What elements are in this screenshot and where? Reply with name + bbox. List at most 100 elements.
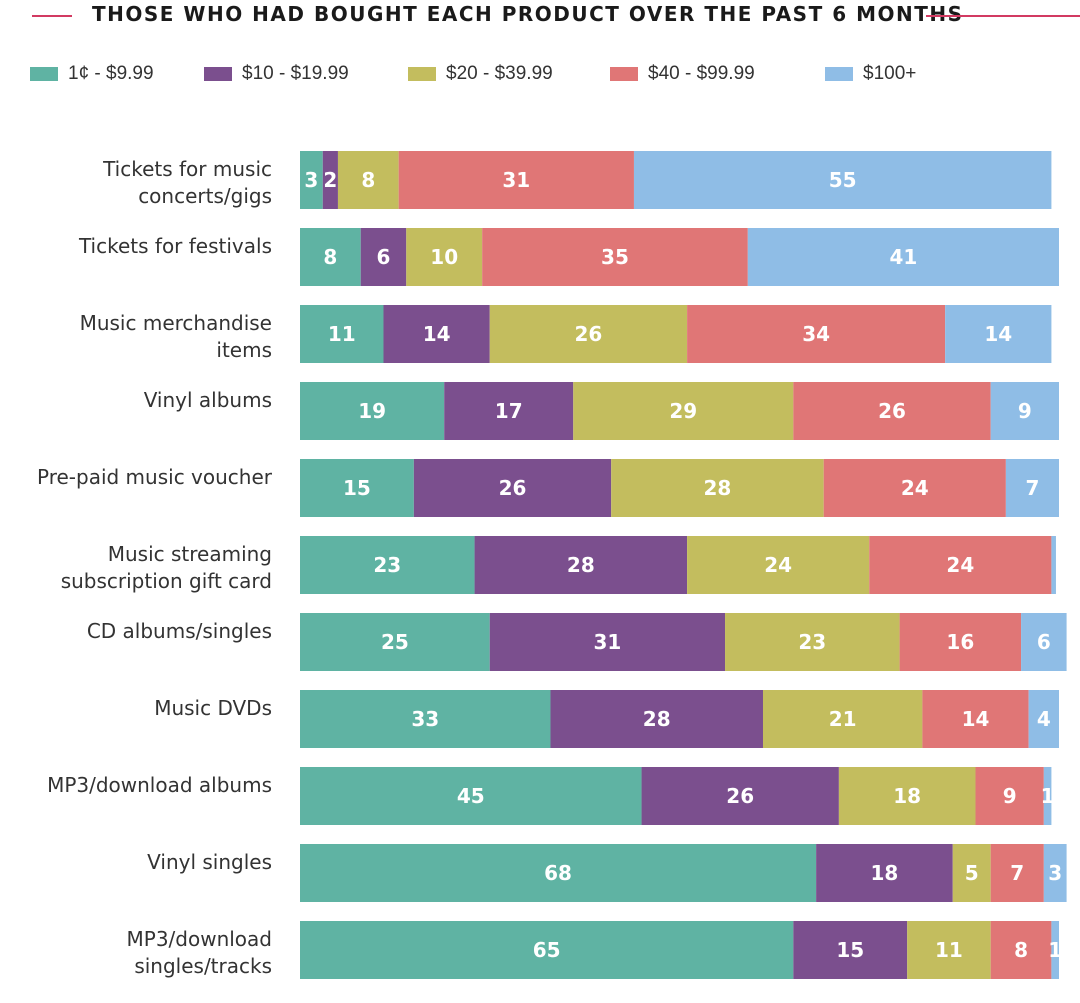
bar-segment (633, 151, 1052, 209)
bar-segment (945, 305, 1052, 363)
chart-title: THOSE WHO HAD BOUGHT EACH PRODUCT OVER T… (92, 2, 964, 26)
bar-row-6: Music streaming subscription gift card 23 2… (61, 536, 1056, 594)
bar-segment (1051, 536, 1056, 594)
category-label: Pre-paid music voucher (37, 465, 273, 489)
bar-value-label: 26 (574, 322, 602, 346)
legend-swatch-5 (825, 67, 853, 81)
bar-value-label: 8 (1014, 938, 1028, 962)
bar-value-label: 16 (946, 630, 974, 654)
bar-value-label: 24 (901, 476, 929, 500)
bar-segment (641, 767, 839, 825)
bar-value-label: 6 (1037, 630, 1051, 654)
legend-label-3: $20 - $39.99 (446, 63, 553, 84)
bar-segment (990, 921, 1052, 979)
bar-segment (907, 921, 991, 979)
bar-row-3: Music merchandise items 11 14 26 34 14 (80, 305, 1052, 363)
bar-value-label: 68 (544, 861, 572, 885)
bar-value-label: 31 (593, 630, 621, 654)
bar-segment (322, 151, 338, 209)
bar-value-label: 33 (411, 707, 439, 731)
bar-segment (816, 844, 953, 902)
legend-swatch-3 (408, 67, 436, 81)
bar-segment (869, 536, 1052, 594)
bar-segment (474, 536, 688, 594)
bar-value-label: 19 (358, 399, 386, 423)
bar-segment (1043, 767, 1052, 825)
bar-segment (300, 767, 642, 825)
legend-label-1: 1¢ - $9.99 (68, 63, 154, 84)
bar-segment (687, 536, 870, 594)
category-label: Tickets for festivals (78, 234, 272, 258)
bar-segment (1005, 459, 1059, 517)
bar-value-label: 3 (304, 168, 318, 192)
bar-value-label: 6 (377, 245, 391, 269)
bar-value-label: 26 (499, 476, 527, 500)
bar-value-label: 24 (946, 553, 974, 577)
legend-label-5: $100+ (863, 63, 917, 84)
bar-value-label: 17 (495, 399, 523, 423)
bar-segment (823, 459, 1006, 517)
bar-value-label: 28 (567, 553, 595, 577)
bar-segment (1051, 921, 1059, 979)
bar-row-5: Pre-paid music voucher 15 26 28 24 7 (37, 459, 1059, 517)
category-label: Music DVDs (154, 696, 272, 720)
bar-segment (975, 767, 1044, 825)
category-label: Music merchandise items (80, 311, 272, 362)
bar-segment (838, 767, 976, 825)
bar-row-7: CD albums/singles 25 31 23 16 6 (87, 613, 1067, 671)
bar-value-label: 5 (965, 861, 979, 885)
bar-value-label: 34 (802, 322, 830, 346)
bar-segment (383, 305, 490, 363)
bar-segment (300, 690, 551, 748)
bar-value-label: 55 (829, 168, 857, 192)
bar-segment (687, 305, 946, 363)
bar-value-label: 31 (502, 168, 530, 192)
bar-value-label: 24 (764, 553, 792, 577)
bar-row-10: Vinyl singles 68 18 5 7 3 (147, 844, 1067, 902)
bar-value-label: 21 (829, 707, 857, 731)
bar-segment (482, 228, 748, 286)
bar-segment (337, 151, 399, 209)
bar-value-label: 45 (457, 784, 485, 808)
bar-segment (793, 382, 991, 440)
category-label: MP3/download singles/tracks (127, 927, 273, 978)
category-label: MP3/download albums (47, 773, 272, 797)
bar-segment (611, 459, 824, 517)
bar-value-label: 65 (533, 938, 561, 962)
title-rule-left (32, 15, 72, 17)
bar-segment (300, 305, 384, 363)
bar-segment (952, 844, 991, 902)
legend-swatch-4 (610, 67, 638, 81)
bar-value-label: 26 (726, 784, 754, 808)
bar-value-label: 8 (361, 168, 375, 192)
legend-swatch-1 (30, 67, 58, 81)
bar-segment (413, 459, 612, 517)
bar-row-8: Music DVDs 33 28 21 14 4 (154, 690, 1059, 748)
bar-segment (300, 382, 445, 440)
bar-segment (793, 921, 908, 979)
bar-segment (398, 151, 634, 209)
bar-segment (360, 228, 407, 286)
bar-value-label: 1 (1048, 938, 1062, 962)
chart-title-row: THOSE WHO HAD BOUGHT EACH PRODUCT OVER T… (0, 0, 1080, 32)
legend-label-4: $40 - $99.99 (648, 63, 755, 84)
bar-segment (489, 305, 688, 363)
bar-segment (300, 459, 414, 517)
bar-segment (300, 844, 817, 902)
bar-value-label: 23 (373, 553, 401, 577)
category-label: Vinyl albums (144, 388, 272, 412)
bar-segment (725, 613, 900, 671)
bar-value-label: 26 (878, 399, 906, 423)
bar-segment (406, 228, 483, 286)
bar-segment (300, 536, 475, 594)
bar-segment (300, 228, 361, 286)
bar-segment (747, 228, 1059, 286)
bar-value-label: 25 (381, 630, 409, 654)
bar-value-label: 8 (323, 245, 337, 269)
bar-value-label: 7 (1010, 861, 1024, 885)
bar-value-label: 9 (1003, 784, 1017, 808)
bar-segment (990, 844, 1044, 902)
bar-row-4: Vinyl albums 19 17 29 26 9 (144, 382, 1059, 440)
category-label: Vinyl singles (147, 850, 272, 874)
